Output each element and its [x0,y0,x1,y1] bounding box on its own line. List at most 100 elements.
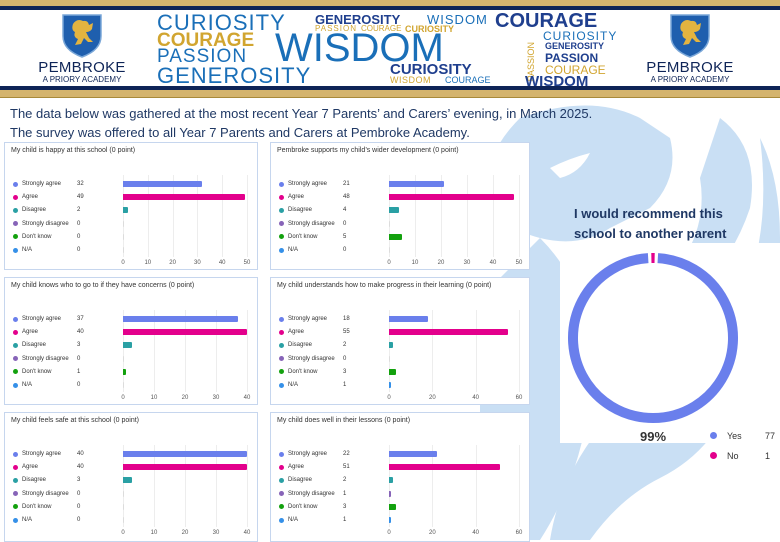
x-tick-label: 40 [244,530,251,536]
legend-dot-icon [279,504,284,509]
grid-line [154,310,155,392]
bar [389,382,391,388]
legend-label: N/A [22,245,77,255]
legend-label: Disagree [288,205,343,215]
legend-label: Strongly disagree [288,219,343,229]
bar [123,329,247,335]
x-tick-label: 10 [151,530,158,536]
bar [123,356,124,362]
bar [389,517,391,523]
legend-dot-icon [13,478,18,483]
school-logo-right: PEMBROKE A PRIORY ACADEMY [640,12,740,84]
bar [389,451,437,457]
chart-card-safe: My child feels safe at this school (0 po… [4,412,258,542]
x-tick-label: 40 [490,260,497,266]
x-tick-label: 60 [516,530,523,536]
legend-label: Strongly agree [22,179,77,189]
legend-value: 2 [343,475,346,485]
legend-dot-icon [13,234,18,239]
intro-line-1: The data below was gathered at the most … [10,104,592,123]
grid-line [185,445,186,527]
legend-dot-icon [279,491,284,496]
legend-dot-icon [279,330,284,335]
x-tick-label: 20 [429,530,436,536]
lion-shield-icon [667,12,713,58]
grid-line [222,175,223,257]
grid-line [247,175,248,257]
x-tick-label: 10 [151,395,158,401]
donut-slice-yes [573,258,733,418]
grid-line [389,175,390,257]
legend-label: Strongly disagree [22,354,77,364]
legend-dot-icon [279,208,284,213]
bar [389,491,391,497]
legend-value: 1 [77,367,80,377]
legend-label: Strongly agree [288,314,343,324]
legend-dot-icon [13,182,18,187]
bar [389,342,393,348]
chart-card-lessons: My child does well in their lessons (0 p… [270,412,530,542]
legend-label: N/A [288,245,343,255]
legend-value: 0 [77,515,80,525]
bar [123,247,124,253]
x-tick-label: 0 [387,395,390,401]
chart-title: My child feels safe at this school (0 po… [11,417,139,424]
grid-line [432,310,433,392]
bar [389,221,390,227]
legend-value: 77 [765,431,775,441]
legend-dot-icon [279,182,284,187]
bar [123,234,124,240]
x-tick-label: 30 [194,260,201,266]
grid-line [432,445,433,527]
legend-dot-icon [13,452,18,457]
legend-dot-icon [279,234,284,239]
legend-label: Agree [288,462,343,472]
legend-value: 0 [343,245,346,255]
grid-line [476,310,477,392]
grid-line [185,310,186,392]
grid-line [173,175,174,257]
legend-dot-icon [13,343,18,348]
legend-value: 3 [77,340,80,350]
legend-label: N/A [22,380,77,390]
legend-dot-icon [279,356,284,361]
legend-label: Don't know [288,232,343,242]
legend-label: Agree [288,327,343,337]
grid-line [123,175,124,257]
legend-dot-icon [279,343,284,348]
legend-dot-icon [279,317,284,322]
bar [123,464,247,470]
bar [123,369,126,375]
grid-line [154,445,155,527]
legend-value: 40 [77,327,84,337]
x-tick-label: 10 [144,260,151,266]
legend-value: 21 [343,179,350,189]
bar [123,451,247,457]
legend-value: 2 [77,205,80,215]
grid-line [247,445,248,527]
bar [389,356,390,362]
grid-line [519,310,520,392]
legend-label: Agree [288,192,343,202]
chart-title: My child is happy at this school (0 poin… [11,147,135,154]
legend-value: 1 [343,515,346,525]
legend-dot-icon [13,317,18,322]
legend-value: 51 [343,462,350,472]
legend-value: 1 [343,489,346,499]
legend-value: 0 [77,502,80,512]
